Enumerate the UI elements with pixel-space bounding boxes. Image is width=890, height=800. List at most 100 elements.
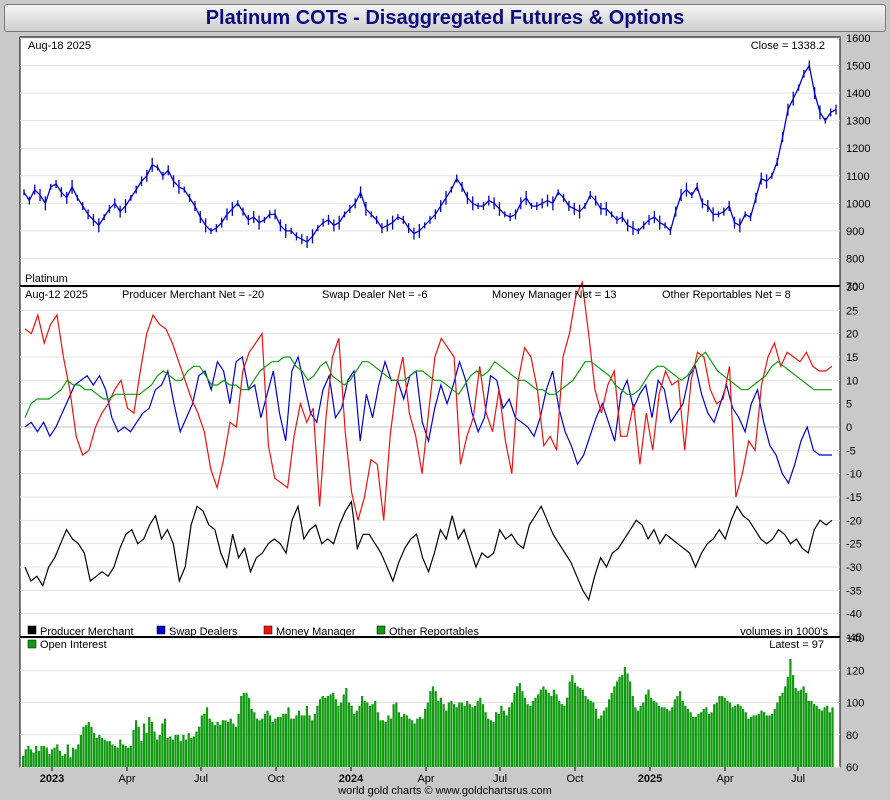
oi-bar xyxy=(258,720,261,767)
oi-bar xyxy=(69,757,72,767)
oi-bar xyxy=(156,739,159,767)
oi-bar xyxy=(439,697,443,767)
oi-bar xyxy=(576,686,579,767)
cot-tick-label: 5 xyxy=(846,399,852,411)
oi-bar xyxy=(594,709,598,767)
oi-bar xyxy=(466,700,469,767)
oi-bar xyxy=(797,691,800,767)
cot-tick-label: -5 xyxy=(846,445,856,457)
oi-bar xyxy=(731,707,734,767)
oi-bar xyxy=(182,734,185,768)
oi-bar xyxy=(179,741,182,767)
oi-bar xyxy=(786,676,789,767)
oi-bar xyxy=(450,700,453,767)
oi-bar xyxy=(177,734,180,768)
oi-bar xyxy=(673,699,676,767)
oi-bar xyxy=(61,755,64,767)
oi-bar xyxy=(492,721,495,767)
oi-bar xyxy=(50,749,54,767)
oi-bar xyxy=(366,702,369,767)
oi-bar xyxy=(337,705,340,767)
oi-bar xyxy=(584,696,587,767)
oi-bar xyxy=(660,707,663,767)
oi-bar xyxy=(318,699,322,767)
cot-tick-label: -15 xyxy=(846,492,862,504)
oi-bar xyxy=(789,659,792,767)
oi-bar xyxy=(35,746,38,767)
net-label: Money Manager Net = 13 xyxy=(492,289,616,301)
oi-bar xyxy=(818,709,821,767)
oi-bar xyxy=(192,736,196,767)
oi-bar xyxy=(573,683,577,767)
oi-bar xyxy=(142,723,146,767)
oi-bar xyxy=(460,702,464,767)
oi-bar xyxy=(770,713,774,767)
oi-bar xyxy=(224,720,227,767)
oi-bar xyxy=(728,702,732,767)
oi-bar xyxy=(290,718,293,767)
oi-bar xyxy=(100,738,104,767)
oi-bar xyxy=(174,734,177,768)
oi-bar xyxy=(760,710,763,767)
price-tick-label: 1600 xyxy=(846,33,870,45)
oi-bar xyxy=(510,702,514,767)
oi-bar xyxy=(163,718,167,767)
oi-bar xyxy=(121,744,125,767)
oi-bar xyxy=(276,717,280,767)
oi-bar xyxy=(79,734,83,768)
oi-bar xyxy=(587,699,590,767)
oi-bar xyxy=(93,733,96,767)
oi-bar xyxy=(127,747,130,767)
oi-bar xyxy=(321,696,324,767)
oi-bar xyxy=(45,747,48,767)
oi-bar xyxy=(316,705,319,767)
oi-bar xyxy=(615,681,619,767)
oi-bar xyxy=(560,704,563,767)
oi-bar xyxy=(652,700,655,767)
oi-bar xyxy=(340,702,343,767)
chart-title: Platinum COTs - Disaggregated Futures & … xyxy=(4,4,886,32)
oi-bar xyxy=(216,721,219,767)
oi-bar xyxy=(663,707,666,767)
legend-swatch xyxy=(156,625,166,635)
oi-bar xyxy=(723,697,726,767)
oi-bar xyxy=(332,692,335,767)
oi-bar xyxy=(74,749,77,767)
oi-bar xyxy=(140,741,143,767)
oi-bar xyxy=(621,675,624,767)
oi-bar xyxy=(516,686,519,767)
price-date-label: Aug-18 2025 xyxy=(28,40,91,52)
oi-bar xyxy=(763,712,766,767)
oi-bar xyxy=(240,696,243,767)
oi-bar xyxy=(523,697,527,767)
oi-bar xyxy=(382,720,385,767)
x-tick-label: Oct xyxy=(566,773,583,785)
oi-bar xyxy=(468,704,471,767)
oi-bar xyxy=(305,705,309,767)
oi-bar xyxy=(644,694,648,767)
x-tick-label: 2023 xyxy=(40,773,64,785)
cot-tick-label: -10 xyxy=(846,469,862,481)
legend-swatch xyxy=(376,625,386,635)
oi-bar xyxy=(213,725,217,767)
oi-bar xyxy=(534,697,537,767)
cot-tick-label: -40 xyxy=(846,609,862,621)
oi-bar xyxy=(345,688,348,767)
oi-bar xyxy=(820,710,824,767)
x-tick-label: Jul xyxy=(493,773,507,785)
oi-bar xyxy=(279,717,282,767)
oi-bar xyxy=(555,694,558,767)
oi-bar xyxy=(686,709,690,767)
oi-bar xyxy=(347,702,351,767)
oi-bar xyxy=(563,705,566,767)
oi-bar xyxy=(32,752,35,767)
oi-bar xyxy=(828,712,831,767)
oi-bar xyxy=(784,686,787,767)
cot-tick-label: -35 xyxy=(846,585,862,597)
oi-bar xyxy=(671,707,674,767)
oi-bar xyxy=(681,700,684,767)
oi-bar xyxy=(169,736,172,767)
oi-bar xyxy=(410,720,414,767)
oi-bar xyxy=(689,712,692,767)
